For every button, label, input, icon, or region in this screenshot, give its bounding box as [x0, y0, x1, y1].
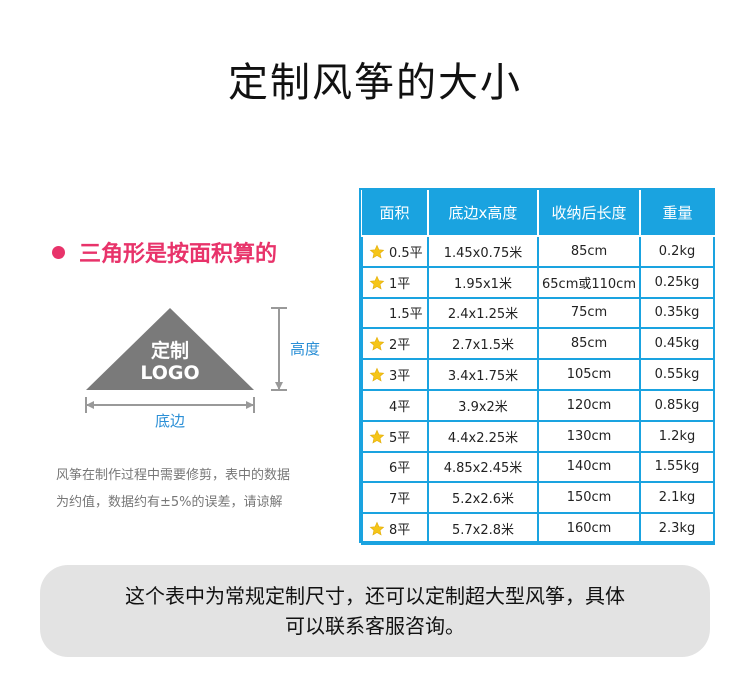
cell-dimensions: 3.4x1.75米 [427, 358, 539, 391]
logo-line-2: LOGO [140, 362, 200, 384]
cell-area: 1.5平 [361, 296, 429, 330]
table-row: 2平 2.7x1.5米 85cm 0.45kg [361, 327, 715, 361]
tolerance-note-line-2: 为约值，数据约有±5%的误差，请谅解 [56, 495, 283, 510]
tolerance-note: 风筝在制作过程中需要修剪，表中的数据 为约值，数据约有±5%的误差，请谅解 [56, 462, 341, 516]
cell-dimensions: 3.9x2米 [427, 388, 539, 422]
cell-weight: 0.55kg [639, 358, 715, 391]
cell-area: 1平 [361, 265, 429, 299]
cell-packed-length: 75cm [537, 296, 641, 330]
cell-packed-length: 85cm [537, 327, 641, 361]
cell-packed-length: 140cm [537, 450, 641, 484]
cell-area: 4平 [361, 388, 429, 422]
table-row: 0.5平 1.45x0.75米 85cm 0.2kg [361, 235, 715, 268]
triangle-diagram-graphic [85, 307, 287, 413]
cell-weight: 1.55kg [639, 450, 715, 484]
cell-dimensions: 2.4x1.25米 [427, 296, 539, 330]
cell-weight: 2.3kg [639, 512, 715, 545]
cell-dimensions: 1.45x0.75米 [427, 235, 539, 268]
cell-weight: 0.2kg [639, 235, 715, 268]
table-row: 8平 5.7x2.8米 160cm 2.3kg [361, 512, 715, 545]
cell-packed-length: 105cm [537, 358, 641, 391]
cell-dimensions: 1.95x1米 [427, 265, 539, 299]
cell-area: 3平 [361, 358, 429, 391]
kite-triangle-shape [86, 308, 254, 390]
star-icon [369, 429, 389, 446]
cell-area-text: 2平 [389, 338, 411, 354]
triangle-note-text: 三角形是按面积算的 [79, 242, 278, 267]
star-icon [369, 244, 389, 261]
cell-area-text: 1平 [389, 276, 411, 292]
cell-packed-length: 160cm [537, 512, 641, 545]
bullet-dot-icon [52, 245, 65, 259]
cell-area: 8平 [361, 512, 429, 545]
kite-size-diagram: 定制 LOGO 高度 底边 [80, 300, 340, 440]
triangle-note: 三角形是按面积算的 [52, 236, 277, 268]
header-packed-length: 收纳后长度 [537, 190, 641, 237]
cell-dimensions: 5.2x2.6米 [427, 481, 539, 515]
header-weight: 重量 [639, 190, 714, 237]
cell-weight: 0.45kg [639, 327, 715, 361]
cell-area: 2平 [361, 327, 429, 361]
tolerance-note-line-1: 风筝在制作过程中需要修剪，表中的数据 [56, 468, 291, 483]
custom-size-notice-line-2: 可以联系客服咨询。 [285, 614, 465, 638]
size-table: 面积 底边x高度 收纳后长度 重量 0.5平 1.45x0.75米 85cm 0.2k… [359, 188, 715, 545]
cell-dimensions: 5.7x2.8米 [427, 512, 539, 545]
table-row: 3平 3.4x1.75米 105cm 0.55kg [361, 358, 715, 391]
cell-area: 7平 [361, 481, 429, 515]
star-icon [369, 521, 389, 538]
logo-line-1: 定制 [150, 340, 189, 362]
cell-dimensions: 4.85x2.45米 [427, 450, 539, 484]
table-row: 5平 4.4x2.25米 130cm 1.2kg [361, 419, 715, 453]
custom-size-notice-line-1: 这个表中为常规定制尺寸，还可以定制超大型风筝，具体 [125, 584, 625, 608]
cell-area-text: 8平 [389, 523, 411, 539]
star-icon [369, 336, 389, 353]
table-header-row: 面积 底边x高度 收纳后长度 重量 [362, 190, 714, 237]
custom-size-notice: 这个表中为常规定制尺寸，还可以定制超大型风筝，具体 可以联系客服咨询。 [40, 565, 710, 657]
cell-area-text: 4平 [389, 399, 411, 415]
cell-area: 5平 [361, 419, 429, 453]
table-row: 4平 3.9x2米 120cm 0.85kg [361, 388, 715, 422]
base-label: 底边 [154, 412, 185, 430]
cell-packed-length: 85cm [537, 235, 641, 268]
cell-area-text: 7平 [389, 492, 411, 508]
cell-packed-length: 150cm [537, 481, 641, 515]
cell-weight: 0.25kg [639, 265, 715, 299]
cell-area-text: 1.5平 [389, 307, 423, 323]
table-row: 1.5平 2.4x1.25米 75cm 0.35kg [361, 296, 715, 330]
cell-area-text: 0.5平 [389, 245, 423, 261]
cell-dimensions: 2.7x1.5米 [427, 327, 539, 361]
table-row: 7平 5.2x2.6米 150cm 2.1kg [361, 481, 715, 515]
star-icon [369, 367, 389, 384]
cell-weight: 2.1kg [639, 481, 715, 515]
cell-area-text: 5平 [389, 430, 411, 446]
table-row: 6平 4.85x2.45米 140cm 1.55kg [361, 450, 715, 484]
cell-dimensions: 4.4x2.25米 [427, 419, 539, 453]
page-title: 定制风筝的大小 [228, 60, 522, 106]
cell-packed-length: 130cm [537, 419, 641, 453]
cell-area-text: 6平 [389, 461, 411, 477]
cell-weight: 0.85kg [639, 388, 715, 422]
cell-weight: 1.2kg [639, 419, 715, 453]
base-dimension-line [85, 397, 255, 413]
star-icon [369, 275, 389, 292]
table-row: 1平 1.95x1米 65cm或110cm 0.25kg [361, 265, 715, 299]
cell-packed-length: 65cm或110cm [537, 265, 641, 299]
cell-weight: 0.35kg [639, 296, 715, 330]
cell-area-text: 3平 [389, 369, 411, 385]
cell-area: 0.5平 [361, 235, 429, 268]
header-area: 面积 [362, 190, 429, 237]
header-dimensions: 底边x高度 [427, 190, 539, 237]
height-dimension-line [271, 307, 287, 391]
cell-packed-length: 120cm [537, 388, 641, 422]
height-label: 高度 [290, 340, 321, 358]
cell-area: 6平 [361, 450, 429, 484]
